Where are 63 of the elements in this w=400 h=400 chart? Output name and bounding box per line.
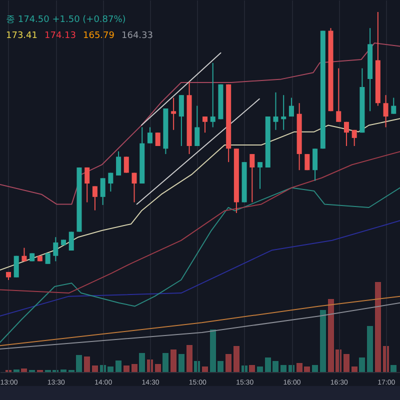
bar [60,369,67,372]
bar [359,358,366,372]
bar [162,353,169,372]
candlestick [147,126,152,144]
bar [123,366,130,372]
bar [312,364,318,372]
bar [170,350,177,372]
candlestick [92,186,98,211]
candlestick [281,94,286,130]
annotation: 174.13 [44,31,76,41]
candlestick [336,68,342,122]
candlestick [304,154,310,171]
candlestick [14,255,19,278]
candlestick [383,94,388,128]
bar [21,368,28,372]
candlestick [22,247,27,262]
candlestick [202,116,208,134]
candlestick [210,62,216,128]
annotation: 173.41 [6,31,38,41]
bar [139,353,146,372]
bar [84,356,90,372]
candlestick [273,92,278,130]
candlestick [108,172,114,192]
bar [367,326,374,372]
candlestick [178,94,184,146]
candlestick [84,166,90,203]
candlestick [352,129,357,146]
bar [186,345,192,372]
candlestick [391,97,396,114]
candlestick [116,150,122,176]
bar [390,364,397,372]
bar [257,366,264,372]
candlestick [53,236,58,262]
candlestick [45,252,50,264]
bar [154,364,161,372]
candlestick [155,132,160,146]
bar [280,364,287,372]
candlestick [194,105,200,146]
bar [233,346,240,372]
bar [374,282,381,372]
bar [202,366,208,372]
bar [249,364,256,372]
bar [13,369,20,372]
candlestick [288,97,294,118]
bar [92,366,98,372]
bar [178,354,184,372]
bar [343,354,350,372]
candlestick [100,178,106,206]
bar [131,364,138,372]
bar [226,354,232,372]
annotation: 종 174.50 +1.50 (+0.87%) [6,15,126,25]
annotation: 165.79 [83,31,114,41]
bar [320,310,326,372]
candlestick [312,148,318,182]
candlestick [250,154,255,203]
candlestick [132,172,137,203]
candlestick [258,162,263,190]
bar [351,366,358,372]
candlestick [171,97,176,130]
candlestick [344,121,349,146]
annotation: 164.33 [122,31,153,41]
candlestick [124,156,129,174]
bar [116,360,122,372]
